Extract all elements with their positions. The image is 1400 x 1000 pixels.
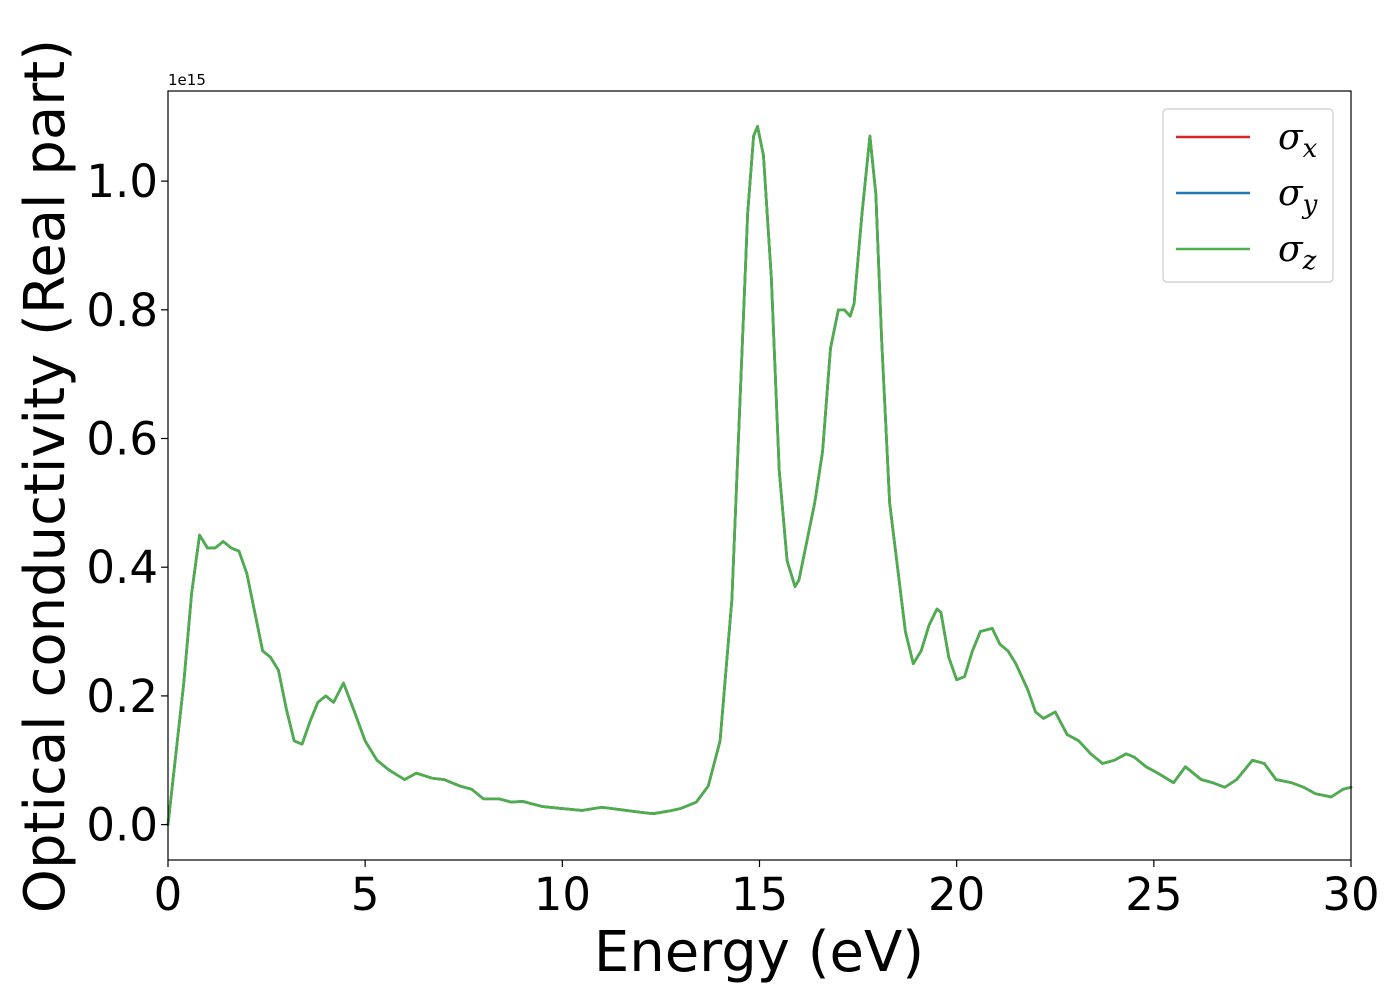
legend-label-x: σx (1278, 117, 1318, 164)
x-axis-title: Energy (eV) (594, 920, 924, 985)
y-offset-text: 1e15 (168, 71, 206, 89)
x-tick-label: 20 (928, 868, 985, 921)
legend-label-z: σz (1278, 229, 1317, 276)
x-tick-label: 15 (731, 868, 788, 921)
x-tick-label: 0 (154, 868, 183, 921)
x-tick-label: 10 (534, 868, 591, 921)
x-axis: 0 5 10 15 20 25 30 (154, 860, 1380, 921)
x-tick-label: 30 (1322, 868, 1379, 921)
y-tick-label: 0.8 (86, 284, 158, 337)
y-tick-label: 0.4 (86, 541, 158, 594)
y-tick-label: 0.2 (86, 670, 158, 723)
y-axis-title: Optical conductivity (Real part) (13, 39, 78, 913)
series-layer (166, 125, 1353, 826)
y-tick-label: 0.6 (86, 412, 158, 465)
y-tick-label: 0.0 (86, 799, 158, 852)
legend: σx σy σz (1162, 108, 1334, 283)
y-tick-label: 1.0 (86, 155, 158, 208)
legend-box (1162, 108, 1334, 283)
plot-area (168, 91, 1351, 860)
y-axis: 0.0 0.2 0.4 0.6 0.8 1.0 (86, 155, 168, 852)
x-tick-label: 5 (351, 868, 380, 921)
series-line-σz (166, 125, 1353, 826)
x-tick-label: 25 (1125, 868, 1182, 921)
legend-label-y: σy (1278, 173, 1318, 220)
